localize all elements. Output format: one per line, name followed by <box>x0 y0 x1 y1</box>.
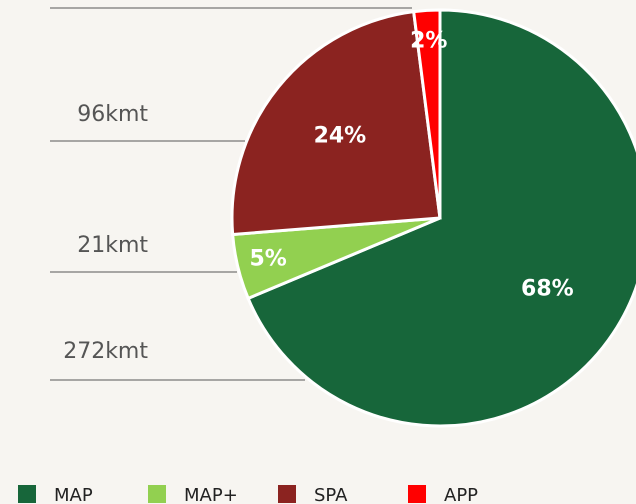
pie-slice <box>230 9 442 237</box>
legend-label: APP <box>444 485 478 504</box>
callout-label: 21kmt <box>77 233 148 258</box>
pie-slice <box>411 8 442 219</box>
legend-swatch <box>148 485 166 503</box>
slice-label: 68% <box>521 276 574 301</box>
callout-label: 272kmt <box>63 339 148 364</box>
legend-swatch <box>18 485 36 503</box>
legend-label: MAP <box>54 485 93 504</box>
legend-swatch <box>278 485 296 503</box>
slice-label: 5% <box>250 247 287 272</box>
slice-label: 24% <box>314 124 367 149</box>
callout-label: 96kmt <box>77 102 148 127</box>
legend-label: MAP+ <box>184 485 238 504</box>
legend-label: SPA <box>314 485 348 504</box>
slice-label: 2% <box>410 29 447 54</box>
legend-swatch <box>408 485 426 503</box>
pie-slice <box>246 8 636 428</box>
